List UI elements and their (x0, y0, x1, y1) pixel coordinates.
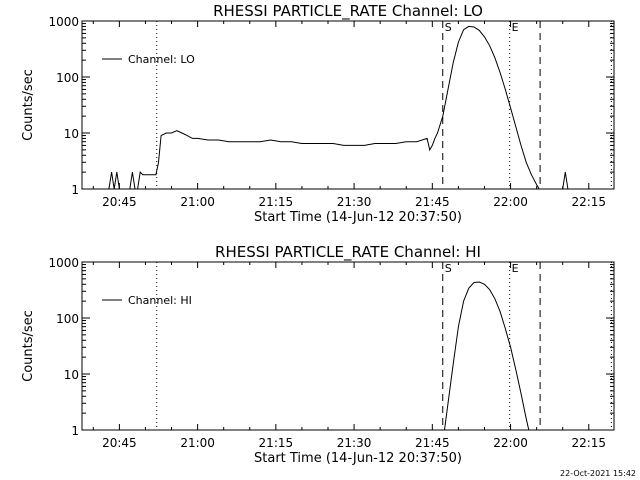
marker-label: S (445, 262, 452, 275)
chart-panel-1: RHESSI PARTICLE_RATE Channel: LO 20:45 21:… (21, 2, 615, 225)
plot-timestamp: 22-Oct-2021 15:42 (560, 469, 636, 478)
x-axis-label: Start Time (14-Jun-12 20:37:50) (254, 451, 462, 466)
chart-title: RHESSI PARTICLE_RATE Channel: LO (213, 2, 483, 21)
y-tick-label: 1000 (48, 256, 79, 270)
x-tick-label: 21:30 (337, 195, 372, 209)
marker-label: S (445, 21, 452, 34)
x-tick-label: 22:00 (493, 195, 528, 209)
marker-label: E (512, 262, 519, 275)
y-axis-label: Counts/sec (21, 310, 36, 382)
x-tick-label: 21:30 (337, 436, 372, 450)
series-line (444, 281, 530, 431)
x-tick-label: 21:45 (415, 195, 450, 209)
plot-frame (81, 261, 615, 431)
legend-label: Channel: HI (128, 294, 192, 307)
x-tick-label: 22:15 (571, 195, 606, 209)
y-tick-label: 10 (64, 368, 79, 382)
x-tick-label: 20:45 (102, 195, 137, 209)
y-tick-label: 1000 (48, 15, 79, 29)
x-tick-label: 21:00 (180, 195, 215, 209)
marker-label: E (512, 21, 519, 34)
y-tick-label: 100 (56, 71, 79, 85)
y-axis-label: Counts/sec (21, 69, 36, 141)
x-tick-label: 20:45 (102, 436, 137, 450)
x-axis-label: Start Time (14-Jun-12 20:37:50) (254, 210, 462, 225)
x-tick-label: 22:15 (571, 436, 606, 450)
y-tick-label: 100 (56, 312, 79, 326)
chart-title: RHESSI PARTICLE_RATE Channel: HI (215, 243, 481, 262)
chart-panel-2: RHESSI PARTICLE_RATE Channel: HI 20:45 21:… (21, 243, 615, 466)
legend-label: Channel: LO (128, 53, 195, 66)
x-tick-label: 21:00 (180, 436, 215, 450)
plot-frame (81, 20, 615, 190)
y-tick-label: 1 (71, 424, 79, 438)
series-line (108, 25, 574, 190)
y-tick-label: 1 (71, 183, 79, 197)
x-tick-label: 21:45 (415, 436, 450, 450)
x-tick-label: 22:00 (493, 436, 528, 450)
y-tick-label: 10 (64, 127, 79, 141)
x-tick-label: 21:15 (259, 195, 294, 209)
x-tick-label: 21:15 (259, 436, 294, 450)
